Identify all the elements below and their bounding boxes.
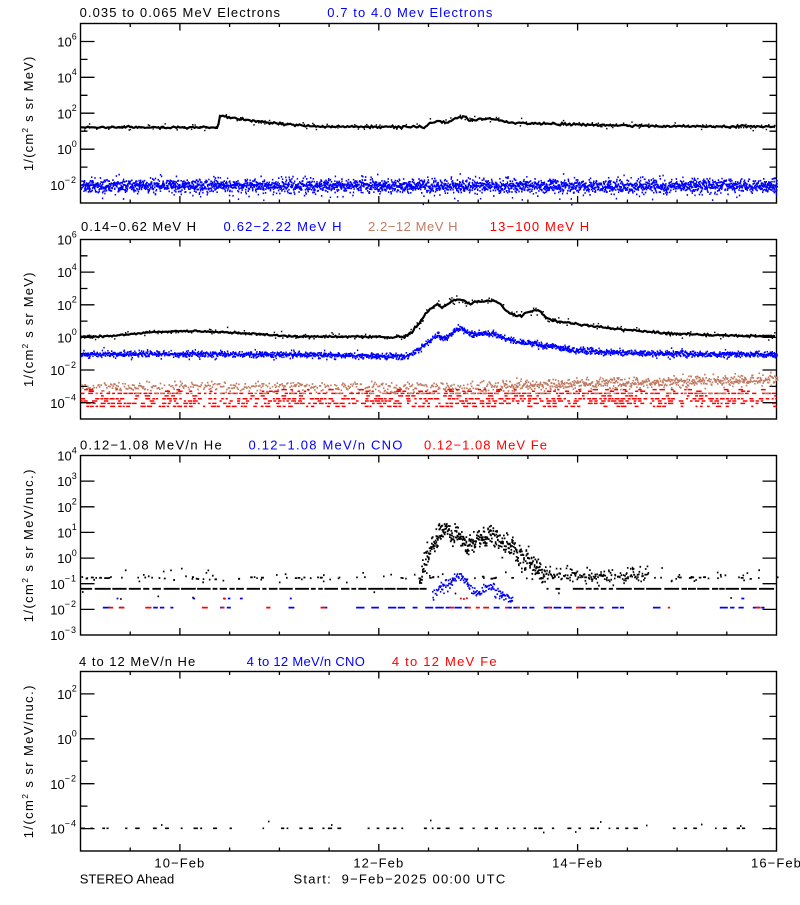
svg-text:4 to 12 MeV/n CNO: 4 to 12 MeV/n CNO — [247, 654, 366, 669]
svg-text:0.7 to 4.0 Mev Electrons: 0.7 to 4.0 Mev Electrons — [327, 5, 493, 20]
svg-text:16−Feb: 16−Feb — [751, 855, 800, 870]
svg-text:4 to 12 MeV/n He: 4 to 12 MeV/n He — [79, 654, 196, 669]
svg-text:0.12−1.08 MeV Fe: 0.12−1.08 MeV Fe — [424, 437, 548, 452]
svg-text:14−Feb: 14−Feb — [552, 855, 603, 870]
svg-text:12−Feb: 12−Feb — [353, 855, 404, 870]
svg-text:1/(cm2 s sr MeV): 1/(cm2 s sr MeV) — [20, 271, 36, 387]
svg-text:0.035 to 0.065 MeV Electrons: 0.035 to 0.065 MeV Electrons — [80, 5, 282, 20]
svg-text:STEREO Ahead: STEREO Ahead — [80, 872, 175, 887]
svg-text:0.12−1.08 MeV/n CNO: 0.12−1.08 MeV/n CNO — [249, 437, 404, 452]
svg-text:Start: 9−Feb−2025 00:00 UTC: Start: 9−Feb−2025 00:00 UTC — [294, 872, 507, 887]
svg-text:1/(cm2 s sr MeV/nuc.): 1/(cm2 s sr MeV/nuc.) — [20, 684, 36, 838]
svg-text:0.62−2.22 MeV H: 0.62−2.22 MeV H — [224, 219, 343, 234]
svg-text:10−Feb: 10−Feb — [154, 855, 205, 870]
svg-text:2.2−12 MeV H: 2.2−12 MeV H — [368, 219, 458, 234]
svg-text:4 to 12 MeV Fe: 4 to 12 MeV Fe — [392, 654, 498, 669]
svg-text:0.14−0.62 MeV H: 0.14−0.62 MeV H — [81, 219, 197, 234]
svg-text:0.12−1.08 MeV/n He: 0.12−1.08 MeV/n He — [80, 437, 223, 452]
svg-text:1/(cm2 s sr MeV/nuc.): 1/(cm2 s sr MeV/nuc.) — [20, 468, 36, 622]
svg-text:13−100 MeV H: 13−100 MeV H — [490, 219, 591, 234]
svg-text:1/(cm2 s sr MeV): 1/(cm2 s sr MeV) — [20, 55, 36, 171]
